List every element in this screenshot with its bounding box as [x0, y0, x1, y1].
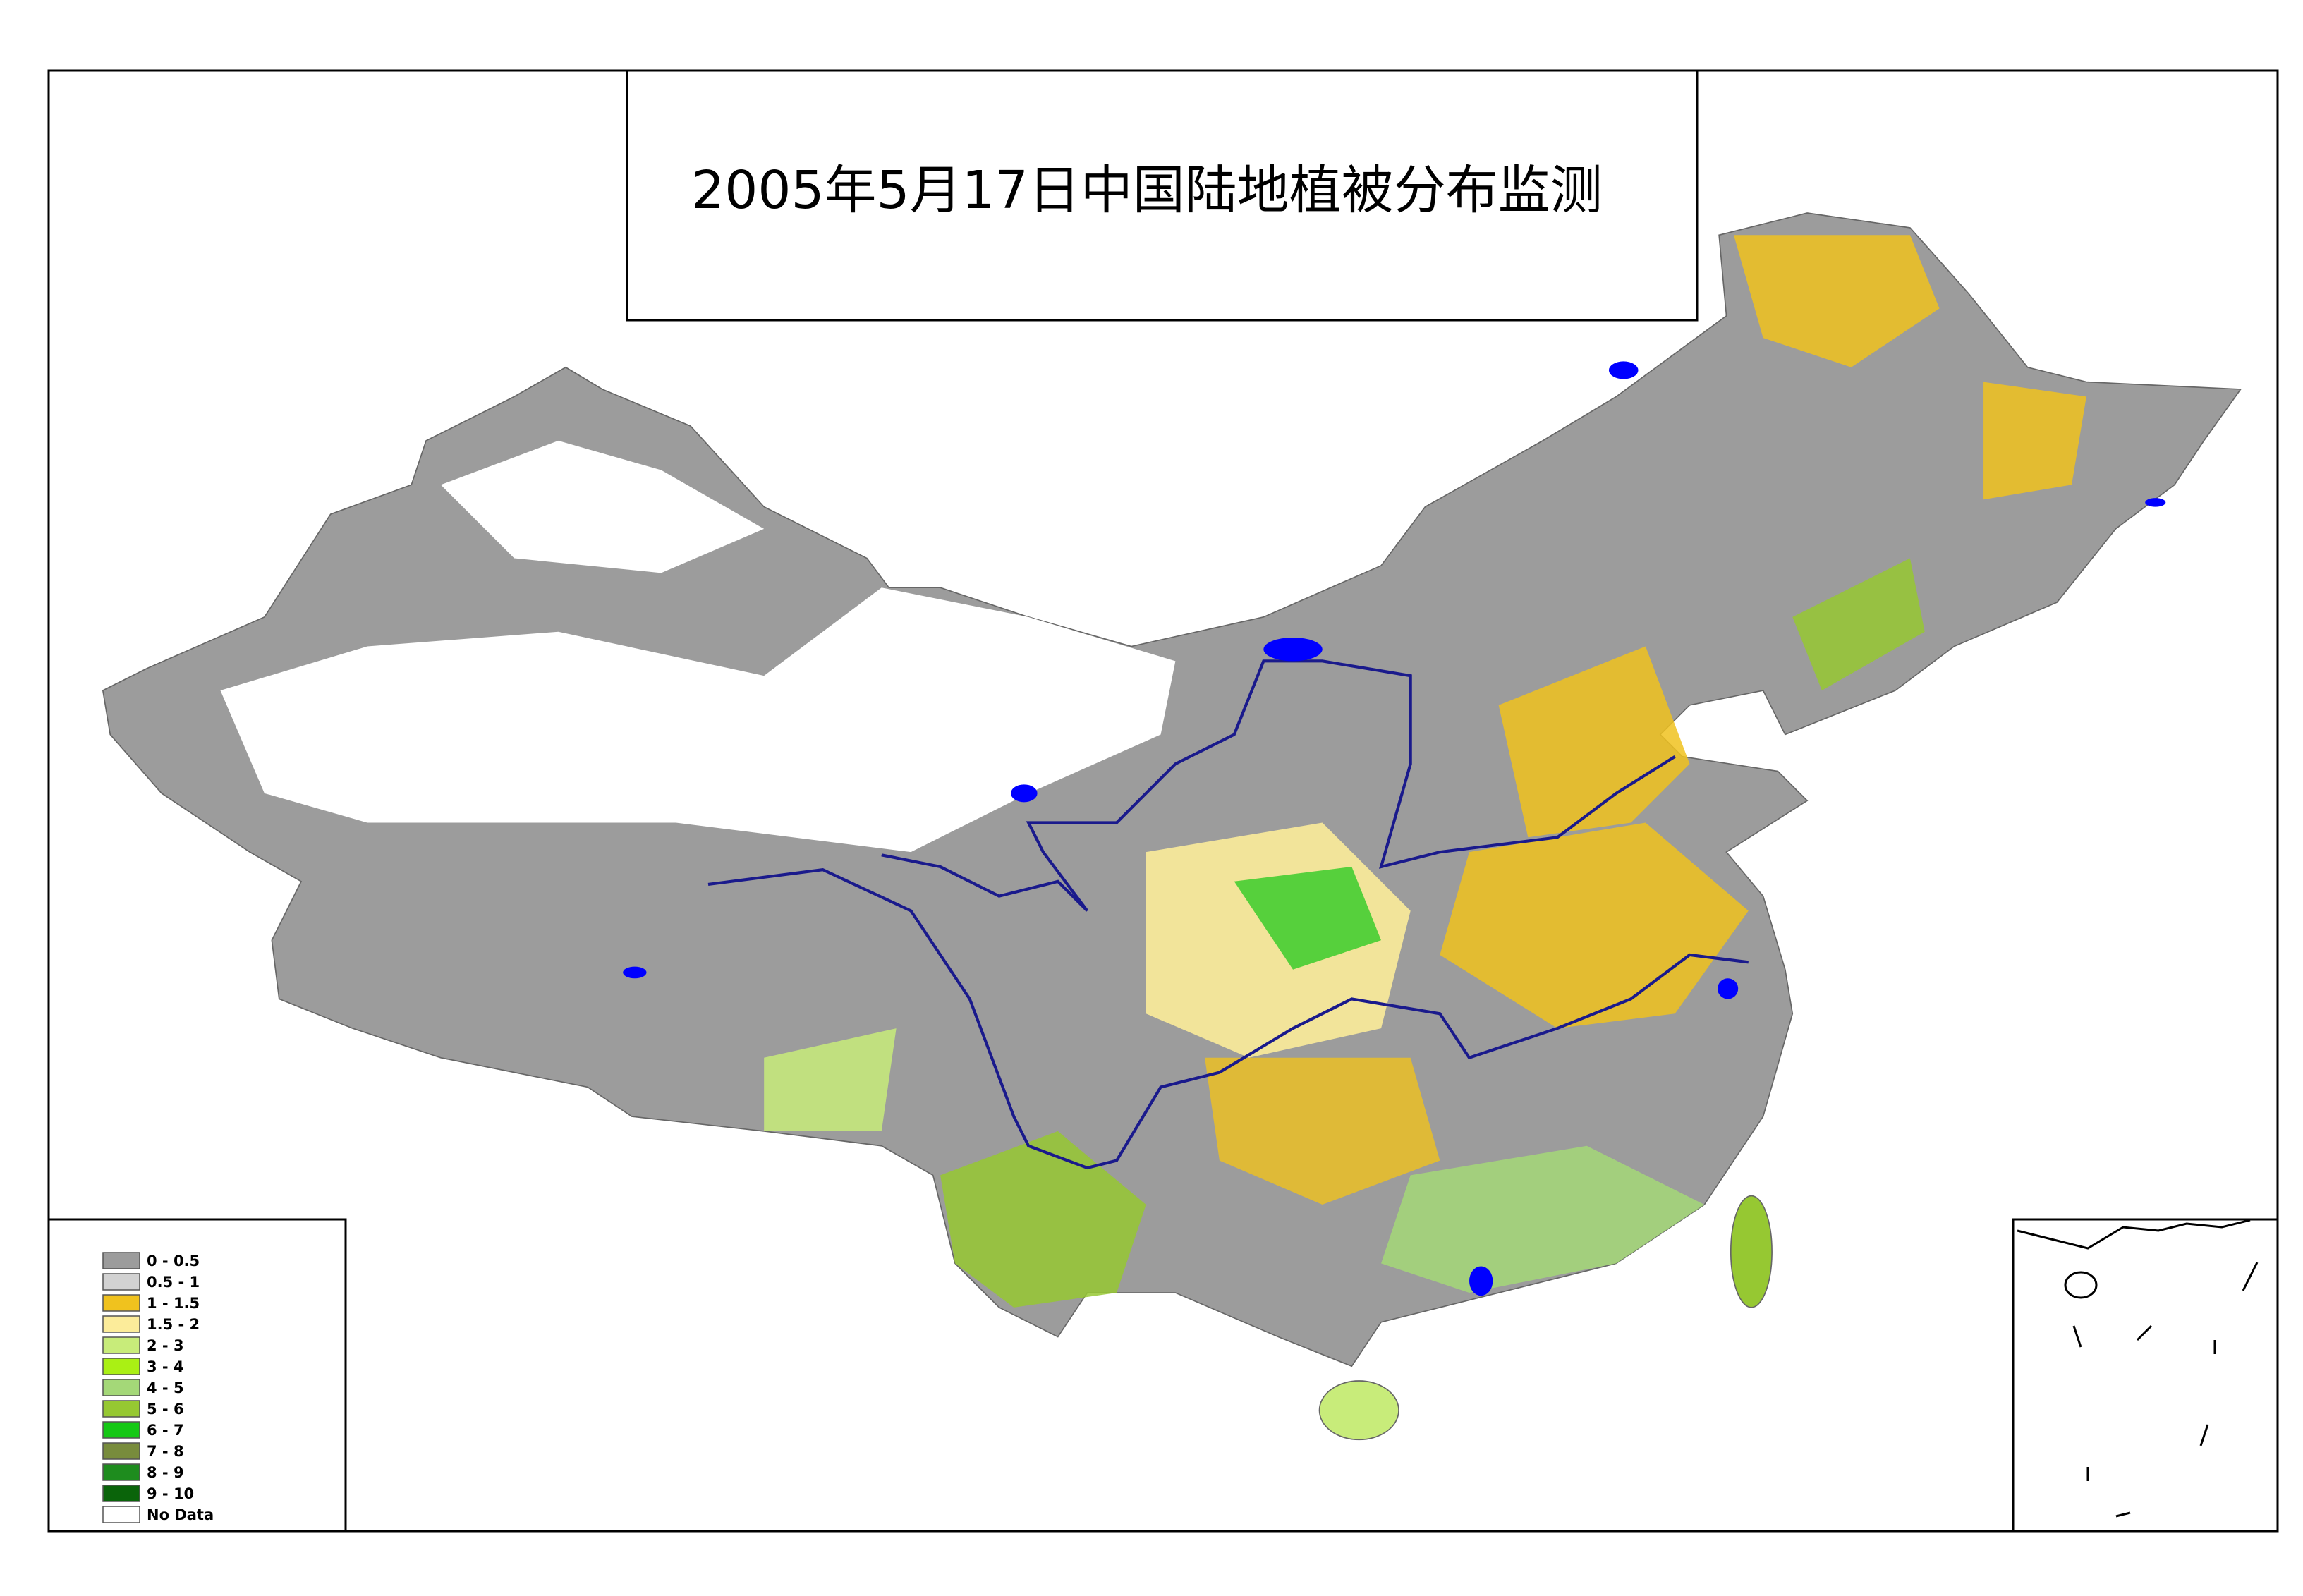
legend-swatch: [102, 1294, 140, 1312]
desert: [440, 440, 765, 573]
legend-swatch: [102, 1400, 140, 1418]
inset-coast: [2017, 1219, 2251, 1250]
green-area: [940, 1131, 1146, 1308]
legend-swatch: [102, 1358, 140, 1375]
title-box: [626, 69, 1699, 322]
legend-swatch: [102, 1485, 140, 1502]
legend-swatch: [102, 1421, 140, 1439]
legend-box: [47, 1218, 347, 1533]
lake: [1469, 1266, 1493, 1296]
legend-swatch: [102, 1463, 140, 1481]
legend: 0 - 0.5 0.5 - 1 1 - 1.5 1.5 - 2 2 - 3 3 - 4 4 …: [47, 1218, 347, 1533]
map-title: 2005年5月17日中国陆地植被分布监测: [691, 160, 1603, 221]
yellow-area: [1440, 822, 1749, 1029]
lake: [1011, 784, 1038, 803]
legend-label: 6 - 7: [147, 1422, 184, 1439]
green-area: [1792, 558, 1925, 691]
legend-label: 7 - 8: [147, 1443, 184, 1460]
inset-map: [2012, 1218, 2279, 1533]
yellow-area: [1983, 382, 2086, 500]
lake: [1608, 361, 1639, 379]
legend-swatch: [102, 1315, 140, 1333]
yellow-area: [1498, 646, 1690, 838]
desert: [220, 587, 1176, 853]
inset-box: [2012, 1218, 2279, 1533]
yangtze-river: [707, 867, 1749, 1170]
legend-label: 9 - 10: [147, 1485, 194, 1502]
legend-swatch: [102, 1252, 140, 1269]
hainan: [1318, 1380, 1399, 1441]
legend-label: 5 - 6: [147, 1401, 184, 1418]
green-area: [764, 1028, 897, 1131]
legend-swatch: [102, 1273, 140, 1291]
legend-label: 0 - 0.5: [147, 1253, 200, 1269]
taiwan: [1730, 1195, 1773, 1308]
legend-label: 3 - 4: [147, 1358, 184, 1375]
legend-label: 2 - 3: [147, 1337, 184, 1354]
lake: [1263, 638, 1323, 662]
legend-label: 1.5 - 2: [147, 1316, 200, 1333]
legend-swatch: [102, 1442, 140, 1460]
green-area: [1381, 1145, 1705, 1293]
lake: [2145, 498, 2166, 507]
legend-label: 1 - 1.5: [147, 1295, 200, 1312]
lake: [623, 966, 647, 979]
inset-island: [2064, 1271, 2098, 1299]
legend-label: 4 - 5: [147, 1379, 184, 1396]
yellow-river: [881, 659, 1676, 912]
legend-label: 8 - 9: [147, 1464, 184, 1481]
green-area: [1234, 866, 1382, 970]
legend-swatch: [102, 1336, 140, 1354]
yellow-area: [1205, 1057, 1440, 1205]
legend-label: 0.5 - 1: [147, 1274, 200, 1291]
legend-label: No Data: [147, 1506, 214, 1523]
legend-swatch: [102, 1506, 140, 1523]
lake: [1718, 978, 1739, 999]
inset-line: [2072, 1262, 2259, 1518]
china-map: [102, 212, 2242, 1441]
yellow-area: [1733, 235, 1940, 367]
legend-swatch: [102, 1379, 140, 1396]
